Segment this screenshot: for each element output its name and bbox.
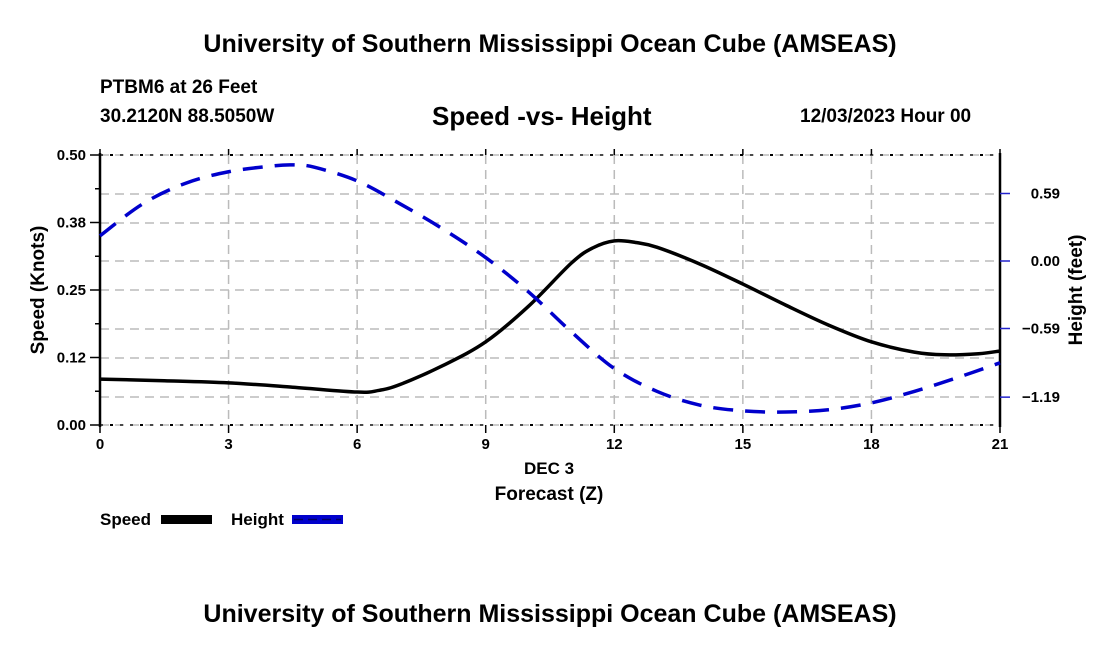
series bbox=[98, 163, 1001, 414]
y2-tick-label: 0.00 bbox=[1031, 253, 1060, 270]
legend-label-height: Height bbox=[231, 510, 284, 529]
x-tick-label: 6 bbox=[353, 436, 361, 453]
x-tick-label: 18 bbox=[863, 436, 880, 453]
x-tick-label: 9 bbox=[482, 436, 490, 453]
y-tick-label: 0.38 bbox=[57, 215, 86, 232]
y2-tick-label: −1.19 bbox=[1022, 389, 1060, 406]
legend: Speed Height bbox=[100, 510, 343, 529]
axis-labels: 0.00 0.12 0.25 0.38 0.50 0.59 0.00 −0.59 −1.19 0 3… bbox=[28, 147, 1087, 505]
x-axis-label: Forecast (Z) bbox=[495, 484, 604, 505]
series-line-height bbox=[98, 163, 1001, 414]
y2-tick-label: 0.59 bbox=[1031, 186, 1060, 203]
x-tick-label: 15 bbox=[735, 436, 752, 453]
x-tick-label: 0 bbox=[96, 436, 104, 453]
x-tick-label: 3 bbox=[224, 436, 232, 453]
y2-tick-label: −0.59 bbox=[1022, 321, 1060, 338]
chart-title: University of Southern Mississippi Ocean… bbox=[203, 30, 897, 58]
legend-swatch-speed bbox=[161, 515, 212, 524]
grid bbox=[100, 155, 1000, 425]
footer-title: University of Southern Mississippi Ocean… bbox=[203, 600, 897, 628]
coordinates-label: 30.2120N 88.5050W bbox=[100, 106, 275, 127]
series-line-speed bbox=[99, 238, 1001, 394]
y-axis-label: Speed (Knots) bbox=[28, 226, 49, 355]
legend-swatch-height bbox=[292, 515, 343, 524]
y-tick-label: 0.12 bbox=[57, 350, 86, 367]
date-label: 12/03/2023 Hour 00 bbox=[800, 106, 972, 127]
y-tick-label: 0.00 bbox=[57, 417, 86, 434]
legend-label-speed: Speed bbox=[100, 510, 151, 529]
x-tick-label: 12 bbox=[606, 436, 623, 453]
station-label: PTBM6 at 26 Feet bbox=[100, 77, 258, 98]
x-sublabel: DEC 3 bbox=[524, 459, 574, 478]
y-tick-label: 0.25 bbox=[57, 282, 86, 299]
x-tick-label: 21 bbox=[992, 436, 1009, 453]
axes bbox=[90, 149, 1010, 433]
y2-axis-label: Height (feet) bbox=[1066, 235, 1087, 346]
chart-subtitle: Speed -vs- Height bbox=[432, 101, 652, 131]
y-tick-label: 0.50 bbox=[57, 147, 86, 164]
